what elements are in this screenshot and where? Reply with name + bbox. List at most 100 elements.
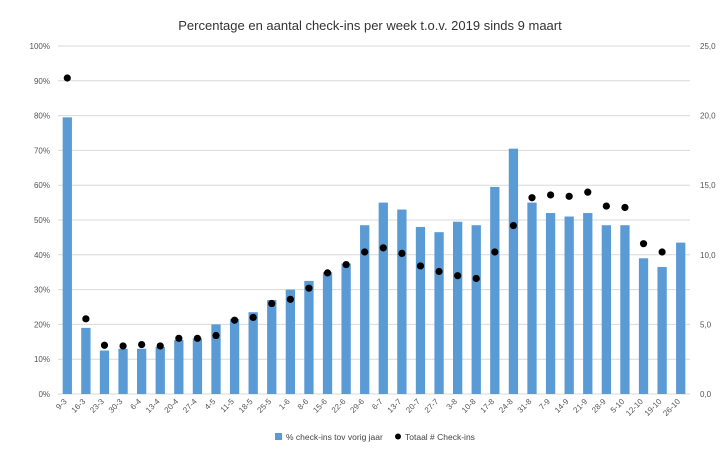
- data-point: [230, 316, 239, 324]
- right-tick-label: 5,0: [700, 320, 712, 329]
- data-point: [398, 249, 406, 258]
- bar: [211, 324, 221, 394]
- x-tick-label: 3-8: [445, 397, 460, 412]
- x-tick-label: 27-4: [181, 397, 199, 415]
- x-tick-label: 20-4: [163, 397, 181, 415]
- data-point: [379, 244, 387, 252]
- x-tick-label: 29-6: [348, 397, 366, 415]
- data-point: [602, 202, 610, 210]
- bar: [99, 350, 110, 394]
- x-tick-label: 21-9: [571, 397, 589, 415]
- left-tick-label: 70%: [34, 146, 50, 155]
- data-point: [491, 248, 499, 256]
- bar: [676, 242, 686, 394]
- bar: [267, 300, 277, 394]
- x-tick-label: 12-10: [624, 397, 645, 418]
- bar: [657, 266, 667, 394]
- bar: [304, 280, 314, 394]
- left-tick-label: 10%: [34, 355, 50, 364]
- data-point: [435, 267, 443, 276]
- bar: [360, 225, 370, 394]
- x-tick-label: 23-3: [88, 397, 106, 415]
- right-axis-ticks: 0,0 5,0 10,0 15,0 20,0 25,0: [700, 42, 716, 399]
- bar: [508, 148, 519, 394]
- x-tick-label: 16-3: [70, 397, 88, 415]
- data-point: [546, 191, 555, 199]
- bar: [62, 117, 72, 394]
- x-tick-label: 22-6: [330, 397, 348, 415]
- x-tick-label: 28-9: [590, 397, 608, 415]
- left-tick-label: 60%: [34, 181, 50, 190]
- data-point: [286, 295, 294, 303]
- left-tick-label: 40%: [34, 251, 50, 260]
- x-tick-label: 13-4: [144, 397, 162, 415]
- bar: [229, 319, 240, 394]
- bar: [471, 225, 481, 394]
- data-point: [342, 260, 350, 269]
- x-tick-label: 26-10: [661, 397, 682, 418]
- bar: [137, 348, 147, 394]
- gridlines: [58, 45, 690, 395]
- bar: [601, 225, 611, 394]
- data-point: [565, 192, 573, 200]
- x-tick-label: 13-7: [386, 397, 404, 415]
- left-tick-label: 20%: [34, 320, 50, 329]
- data-point: [621, 203, 629, 212]
- x-tick-label: 27-7: [423, 397, 441, 415]
- data-point: [584, 188, 592, 196]
- x-tick-label: 1-6: [277, 397, 292, 412]
- data-point: [658, 248, 666, 256]
- legend-swatch-bars: [275, 433, 282, 440]
- data-point: [100, 341, 109, 349]
- right-tick-label: 20,0: [700, 112, 716, 121]
- data-point: [63, 74, 71, 82]
- bar: [341, 263, 351, 394]
- right-tick-label: 0,0: [700, 390, 712, 399]
- x-tick-label: 11-5: [219, 397, 237, 415]
- x-tick-label: 31-8: [516, 397, 534, 415]
- legend: % check-ins tov vorig jaar Totaal # Chec…: [275, 432, 475, 442]
- right-tick-label: 25,0: [700, 42, 716, 51]
- data-point: [138, 340, 146, 349]
- x-tick-label: 4-5: [203, 397, 218, 412]
- bar: [620, 225, 630, 394]
- bar: [527, 202, 537, 394]
- data-point: [361, 248, 369, 256]
- scatter-series: [63, 74, 666, 350]
- chart-title: Percentage en aantal check-ins per week …: [178, 18, 562, 33]
- x-tick-label: 10-8: [460, 397, 478, 415]
- data-point: [193, 334, 202, 342]
- left-tick-label: 100%: [30, 42, 50, 51]
- x-tick-label: 9-3: [54, 397, 69, 412]
- bar: [397, 209, 407, 394]
- data-point: [175, 334, 183, 342]
- left-tick-label: 0%: [38, 390, 50, 399]
- data-point: [416, 262, 425, 270]
- data-point: [268, 299, 276, 308]
- x-tick-label: 24-8: [497, 397, 515, 415]
- left-tick-label: 90%: [34, 77, 50, 86]
- bar: [583, 213, 593, 394]
- bar: [118, 348, 128, 394]
- x-tick-label: 14-9: [553, 397, 571, 415]
- bar: [81, 327, 91, 394]
- bar: [192, 338, 203, 394]
- x-tick-label: 15-6: [311, 397, 329, 415]
- left-tick-label: 50%: [34, 216, 50, 225]
- legend-swatch-dots: [395, 433, 401, 440]
- bar-series: [62, 117, 686, 394]
- data-point: [249, 313, 257, 322]
- data-point: [119, 342, 127, 350]
- x-tick-label: 25-5: [255, 397, 273, 415]
- right-tick-label: 10,0: [700, 251, 716, 260]
- bar: [248, 312, 258, 394]
- bar: [545, 213, 556, 394]
- bar: [155, 347, 165, 394]
- bar: [415, 226, 426, 394]
- x-tick-label: 20-7: [404, 397, 422, 415]
- x-tick-label: 7-9: [537, 397, 552, 412]
- bar: [564, 216, 574, 394]
- bar: [490, 186, 500, 394]
- data-point: [639, 240, 648, 248]
- bar: [638, 258, 649, 394]
